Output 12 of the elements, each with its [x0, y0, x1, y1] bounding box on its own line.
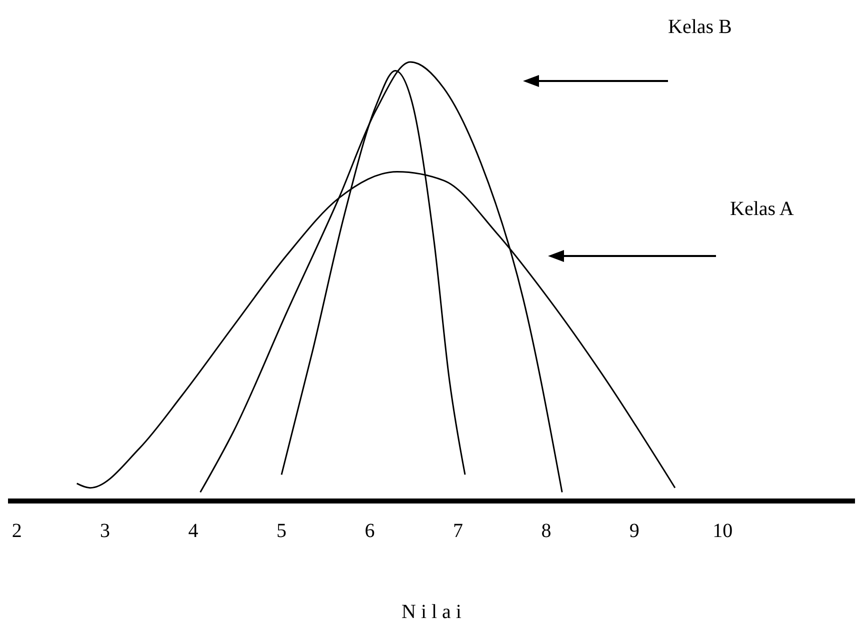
x-tick-label: 7: [452, 520, 463, 542]
x-tick-label: 10: [712, 520, 733, 542]
x-tick-label: 2: [12, 520, 22, 542]
x-axis-title: N i l a i: [402, 601, 462, 623]
x-tick-label: 8: [541, 520, 552, 542]
annotation: Kelas A: [730, 198, 794, 221]
x-tick-label: 5: [276, 520, 287, 542]
x-tick-label: 4: [188, 520, 198, 542]
x-tick-label: 6: [364, 520, 375, 542]
x-tick-label: 9: [629, 520, 640, 542]
x-tick-label: 3: [100, 520, 110, 542]
text: Kelas B: [668, 16, 732, 39]
